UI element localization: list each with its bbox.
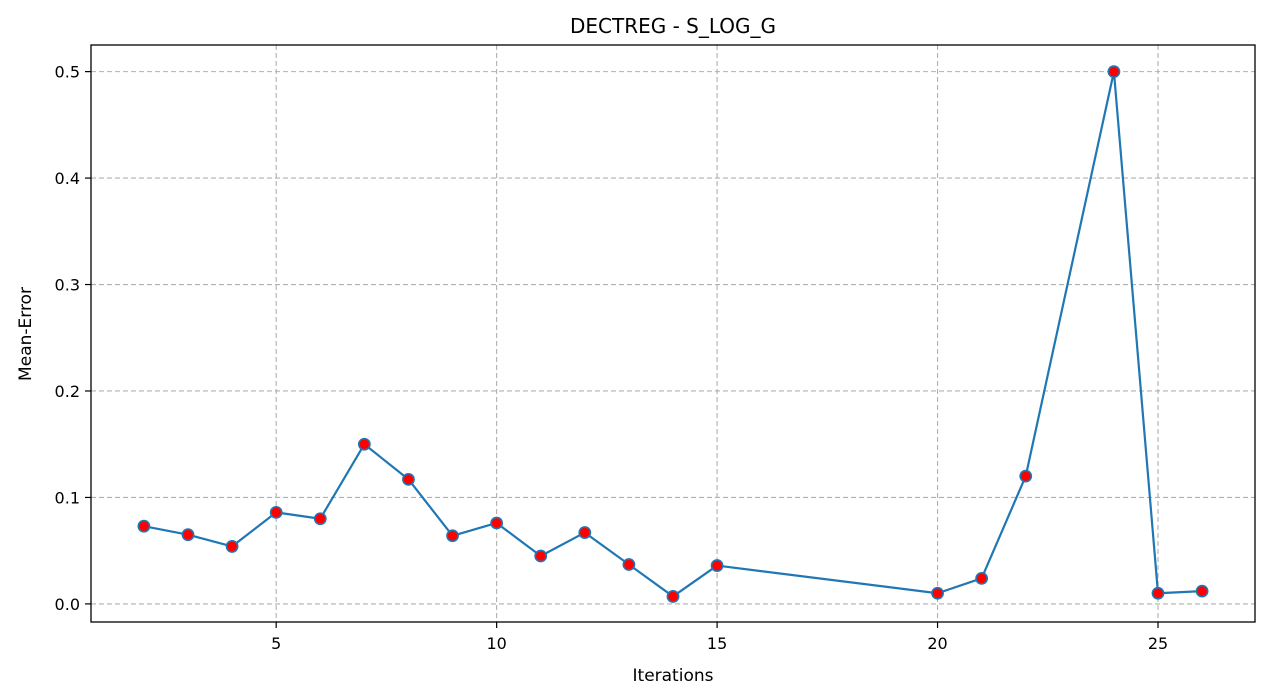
data-point (313, 512, 327, 526)
data-point (490, 516, 504, 530)
data-point (534, 549, 548, 563)
y-tick-label: 0.4 (55, 169, 80, 188)
y-axis-label: Mean-Error (16, 287, 36, 381)
x-axis-label: Iterations (633, 666, 714, 686)
grid (91, 45, 1255, 622)
y-tick-label: 0.5 (55, 63, 80, 82)
data-point (1107, 65, 1121, 79)
data-point (137, 519, 151, 533)
x-tick-label: 5 (271, 634, 281, 653)
series-layer (137, 65, 1209, 603)
data-point (225, 540, 239, 553)
x-tick-label: 25 (1148, 634, 1168, 653)
data-point (975, 571, 989, 585)
data-point (1019, 469, 1033, 483)
plot-frame (90, 44, 1256, 623)
x-tick-label: 20 (927, 634, 947, 653)
x-tick-label: 15 (707, 634, 727, 653)
data-point (578, 526, 592, 539)
data-point (402, 472, 415, 486)
data-point (931, 586, 944, 600)
data-point (269, 505, 283, 519)
data-point (446, 529, 459, 543)
data-point (1151, 586, 1165, 600)
data-point (181, 528, 195, 542)
x-tick-label: 10 (486, 634, 506, 653)
data-point (666, 590, 680, 603)
data-point (710, 559, 724, 572)
ticks: 5 10 15 20 25 0.0 0.1 0.2 0.3 0.4 0.5 (55, 63, 1169, 653)
y-tick-label: 0.3 (55, 276, 80, 295)
chart-title: DECTREG - S_LOG_G (570, 14, 776, 38)
series-line (143, 70, 1203, 598)
y-tick-label: 0.2 (55, 382, 80, 401)
y-tick-label: 0.1 (55, 488, 80, 507)
y-tick-label: 0.0 (55, 595, 80, 614)
data-point (622, 558, 636, 571)
data-point (1195, 584, 1209, 598)
data-point (357, 437, 371, 451)
